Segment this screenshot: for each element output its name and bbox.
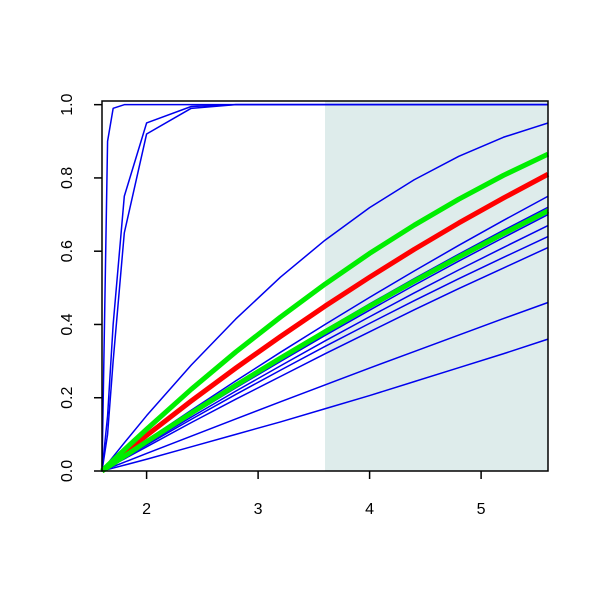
series-line bbox=[101, 301, 549, 472]
y-tick-label: 0.8 bbox=[59, 167, 76, 189]
series-line bbox=[101, 122, 549, 472]
series-line bbox=[100, 151, 550, 473]
y-tick-label: 0.6 bbox=[59, 240, 76, 262]
x-tick-label: 4 bbox=[365, 501, 374, 518]
series-line bbox=[101, 103, 548, 472]
series-line bbox=[101, 338, 549, 472]
x-tick-label: 2 bbox=[142, 501, 151, 518]
plot-box bbox=[101, 100, 549, 472]
y-tick-label: 0.0 bbox=[59, 460, 76, 482]
x-tick-label: 5 bbox=[477, 501, 486, 518]
y-tick-label: 0.2 bbox=[59, 387, 76, 409]
y-tick-label: 1.0 bbox=[59, 93, 76, 115]
shaded-region bbox=[325, 101, 548, 471]
series-line bbox=[100, 208, 550, 474]
x-tick-label: 3 bbox=[254, 501, 263, 518]
y-tick-label: 0.4 bbox=[59, 313, 76, 335]
